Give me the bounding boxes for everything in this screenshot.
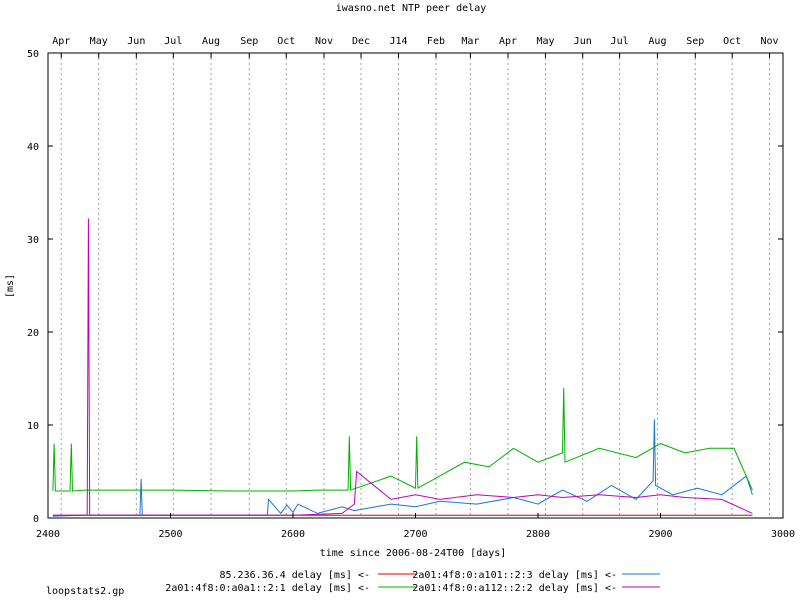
series-line-3 xyxy=(52,387,753,492)
x-tick-label: 2800 xyxy=(526,529,550,540)
y-tick-label: 0 xyxy=(33,514,39,525)
month-tick-label: May xyxy=(90,36,108,47)
month-tick-label: J14 xyxy=(389,36,407,47)
y-tick-label: 20 xyxy=(27,328,39,339)
series-layer xyxy=(52,218,753,517)
x-tick-label: 2700 xyxy=(403,529,427,540)
legend-entry-label: 2a01:4f8:0:a101::2:3 delay [ms] <- xyxy=(412,570,617,581)
series-line-2 xyxy=(52,419,753,517)
x-tick-label: 3000 xyxy=(771,529,795,540)
month-tick-label: Mar xyxy=(461,36,479,47)
month-tick-label: Jul xyxy=(164,36,182,47)
x-tick-label: 2600 xyxy=(281,529,305,540)
legend-entry-label: 2a01:4f8:0:a0a1::2:1 delay [ms] <- xyxy=(165,583,370,594)
month-tick-label: Aug xyxy=(202,36,220,47)
month-tick-label: May xyxy=(536,36,554,47)
month-tick-label: Oct xyxy=(723,36,741,47)
month-tick-label: Feb xyxy=(427,36,445,47)
month-tick-label: Apr xyxy=(52,36,70,47)
month-tick-label: Jun xyxy=(574,36,592,47)
month-tick-label: Nov xyxy=(315,36,333,47)
month-tick-label: Oct xyxy=(277,36,295,47)
legend-entry-label: 85.236.36.4 delay [ms] <- xyxy=(219,570,370,581)
footer-label: loopstats2.gp xyxy=(46,586,124,597)
x-axis-label: time since 2006-08-24T00 [days] xyxy=(320,548,507,559)
y-tick-label: 50 xyxy=(27,49,39,60)
legend: 85.236.36.4 delay [ms] <- 2a01:4f8:0:a101… xyxy=(165,570,660,594)
month-tick-label: Nov xyxy=(760,36,778,47)
legend-entry-label: 2a01:4f8:0:a112::2:2 delay [ms] <- xyxy=(412,583,617,594)
month-tick-label: Apr xyxy=(499,36,517,47)
ticks-layer: Apr May Jun Jul Aug Sep Oct Nov Dec J14 Feb Mar Apr M… xyxy=(27,36,795,540)
x-tick-label: 2400 xyxy=(36,529,60,540)
month-tick-label: Sep xyxy=(686,36,704,47)
month-tick-label: Dec xyxy=(352,36,370,47)
month-tick-label: Aug xyxy=(648,36,666,47)
month-tick-label: Sep xyxy=(240,36,258,47)
series-line-4 xyxy=(52,218,753,516)
y-axis-label: [ms] xyxy=(5,274,16,298)
y-tick-label: 10 xyxy=(27,421,39,432)
x-tick-label: 2900 xyxy=(648,529,672,540)
x-tick-label: 2500 xyxy=(158,529,182,540)
grid-layer xyxy=(60,53,771,518)
y-tick-label: 40 xyxy=(27,142,39,153)
month-tick-label: Jun xyxy=(127,36,145,47)
chart-title: iwasno.net NTP peer delay xyxy=(336,3,487,14)
month-tick-label: Jul xyxy=(611,36,629,47)
y-tick-label: 30 xyxy=(27,235,39,246)
